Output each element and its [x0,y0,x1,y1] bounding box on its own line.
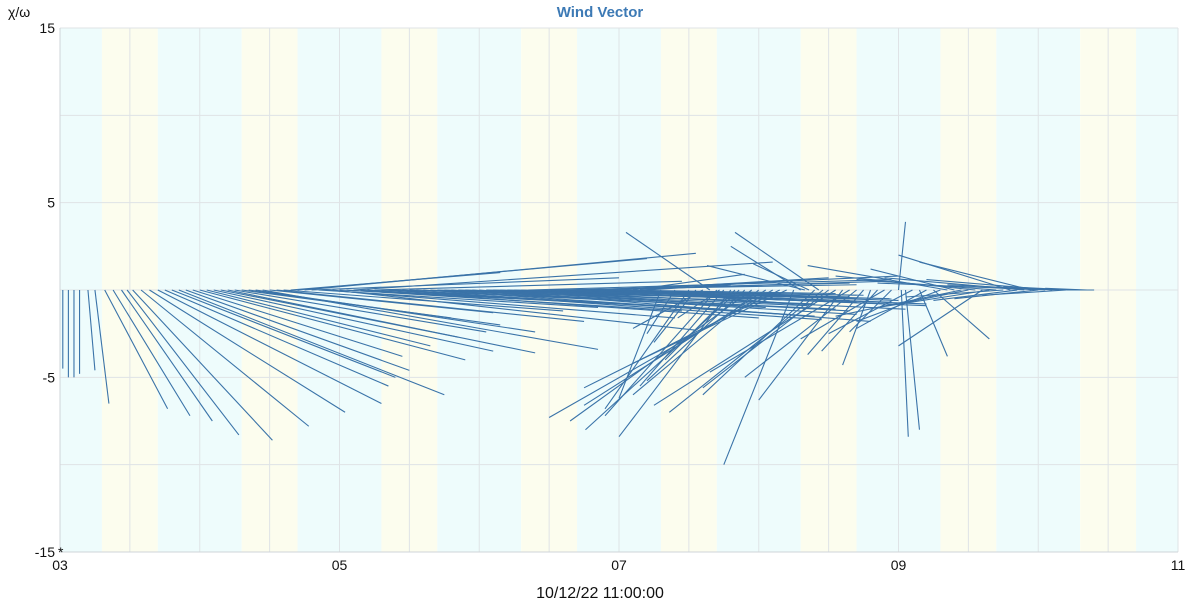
y-tick-labels: 15 5 -5 -15 [35,20,55,560]
wind-vector-92 [639,289,725,387]
y-tick-label: 15 [39,20,55,36]
wind-vector-142 [877,282,1046,291]
wind-vector-145 [982,289,1067,296]
chart-title: Wind Vector [557,4,644,21]
x-axis-caption: 10/12/22 11:00:00 [536,585,664,600]
wind-vector-38 [332,289,696,331]
wind-vector-104 [730,245,801,291]
wind-vector-62 [500,289,906,310]
x-tick-label: 05 [332,557,348,573]
x-tick-label: 11 [1171,557,1186,573]
wind-vector-17 [185,289,410,371]
wind-vector-113 [709,289,850,373]
wind-vector-100 [548,289,773,418]
wind-vector-54 [444,289,808,307]
wind-vector-138 [933,289,1018,302]
wind-vector-85 [646,289,676,334]
origin-marker: * [58,544,64,560]
wind-vector-20 [206,289,431,347]
y-axis-label: χ/ω [8,4,30,20]
wind-vector-4 [87,289,96,371]
wind-vector-136 [905,289,1004,298]
x-tick-label: 07 [611,557,627,573]
wind-vector-134 [877,289,990,309]
wind-vector-41 [353,261,773,291]
y-tick-label: -5 [43,369,56,385]
wind-vector-78 [612,289,836,295]
wind-vector-29 [269,289,494,314]
wind-vector-131 [898,289,969,305]
x-tick-label: 09 [891,557,907,573]
wind-vector-96 [646,289,746,382]
wind-vector-9 [126,289,240,436]
wind-vector-8 [121,289,213,422]
wind-vector-121 [900,289,909,437]
wind-vector-95 [585,289,740,431]
wind-vector-115 [807,289,864,355]
wind-vector-55 [451,289,857,316]
wind-vector-21 [213,289,494,352]
wind-vector-6 [104,289,169,410]
wind-vector-48 [402,289,822,321]
wind-vector-122 [904,289,921,430]
wind-vector-83 [646,284,731,291]
wind-vector-108 [734,231,820,291]
wind-vector-137 [898,254,1011,291]
wind-vector-28 [262,289,599,350]
wind-vector-107 [702,289,816,396]
wind-vector-105 [706,265,806,291]
wind-vector-23 [227,289,536,354]
wind-vectors [62,221,1095,465]
wind-vector-114 [744,289,857,378]
wind-vector-119 [849,289,892,333]
wind-vector-44 [374,280,682,291]
x-tick-label: 03 [52,557,68,573]
wind-vector-7 [112,289,191,417]
y-tick-label: 5 [47,195,55,211]
wind-vector-16 [178,289,445,396]
wind-vector-24 [234,289,487,333]
wind-vector-101 [583,289,780,389]
wind-vector-87 [653,289,697,343]
wind-vector-14 [164,289,389,387]
wind-vector-103 [723,289,795,465]
wind-vector-111 [653,289,836,406]
wind-vector-88 [632,289,704,329]
wind-vector-13 [157,289,382,405]
wind-vector-106 [752,263,810,291]
wind-vector-10 [132,289,273,441]
wind-vector-30 [276,289,585,322]
x-tick-labels: 03 05 07 09 11 [52,557,1185,573]
wind-vector-43 [367,289,759,319]
wind-vector-97 [569,289,753,422]
wind-vector-79 [618,277,829,291]
wind-vector-37 [325,289,675,319]
wind-vector-89 [625,231,711,291]
wind-vector-5 [94,289,110,404]
wind-vector-123 [828,289,913,335]
wind-vector-81 [632,273,745,291]
y-tick-label: -15 [35,544,55,560]
wind-vector-126 [933,289,990,340]
wind-vector-99 [583,289,767,406]
wind-vector-15 [171,289,396,378]
wind-vector-18 [192,289,403,357]
wind-vector-102 [632,289,787,364]
wind-vector-128 [807,265,948,291]
wind-vector-34 [304,252,696,291]
wind-vector-11 [140,289,310,427]
wind-vector-19 [199,289,466,361]
wind-vector-35 [311,277,620,291]
wind-vector-117 [821,289,878,352]
wind-vector-112 [758,289,844,401]
wind-vector-12 [149,289,346,413]
wind-vector-86 [604,289,690,410]
wind-vector-91 [677,289,720,319]
wind-vector-133 [898,289,983,347]
wind-vector-140 [919,261,1032,291]
